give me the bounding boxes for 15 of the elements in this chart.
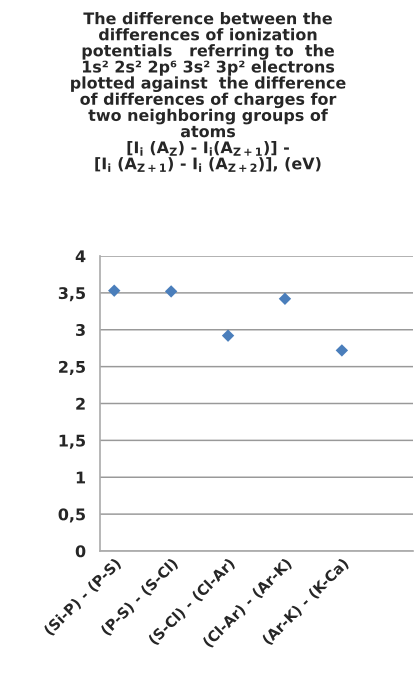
point	[108, 284, 120, 297]
y-tick-label: 1,5	[60, 434, 85, 449]
y-tick-label: 1	[76, 472, 86, 484]
chart-title: The difference between the differences of ionization potentials referring to the 1s² 2s² 2p⁶ 3s² 3p² electrons plotted against the difference of differences of charges for two neighboring groups of atoms [I$_{i}$ (A$_{Z}$) - I$_{i}$(A$_{Z+1}$)] - [I$_{i}$ (A$_{Z+1}$) - I$_{i}$ (A$_{Z+2}$)], (eV)	[71, 12, 346, 172]
point	[164, 285, 178, 298]
y-tick-label: 0	[76, 545, 86, 558]
y-tick-label: 4	[76, 250, 86, 262]
y-tick-label: 2,5	[59, 360, 85, 375]
y-tick-label: 2	[76, 398, 85, 410]
y-tick-label: 3,5	[58, 287, 85, 302]
point	[222, 329, 234, 342]
point	[336, 344, 348, 357]
y-tick-label: 3	[76, 324, 85, 336]
y-tick-label: 0,5	[58, 508, 85, 522]
point	[278, 292, 292, 305]
